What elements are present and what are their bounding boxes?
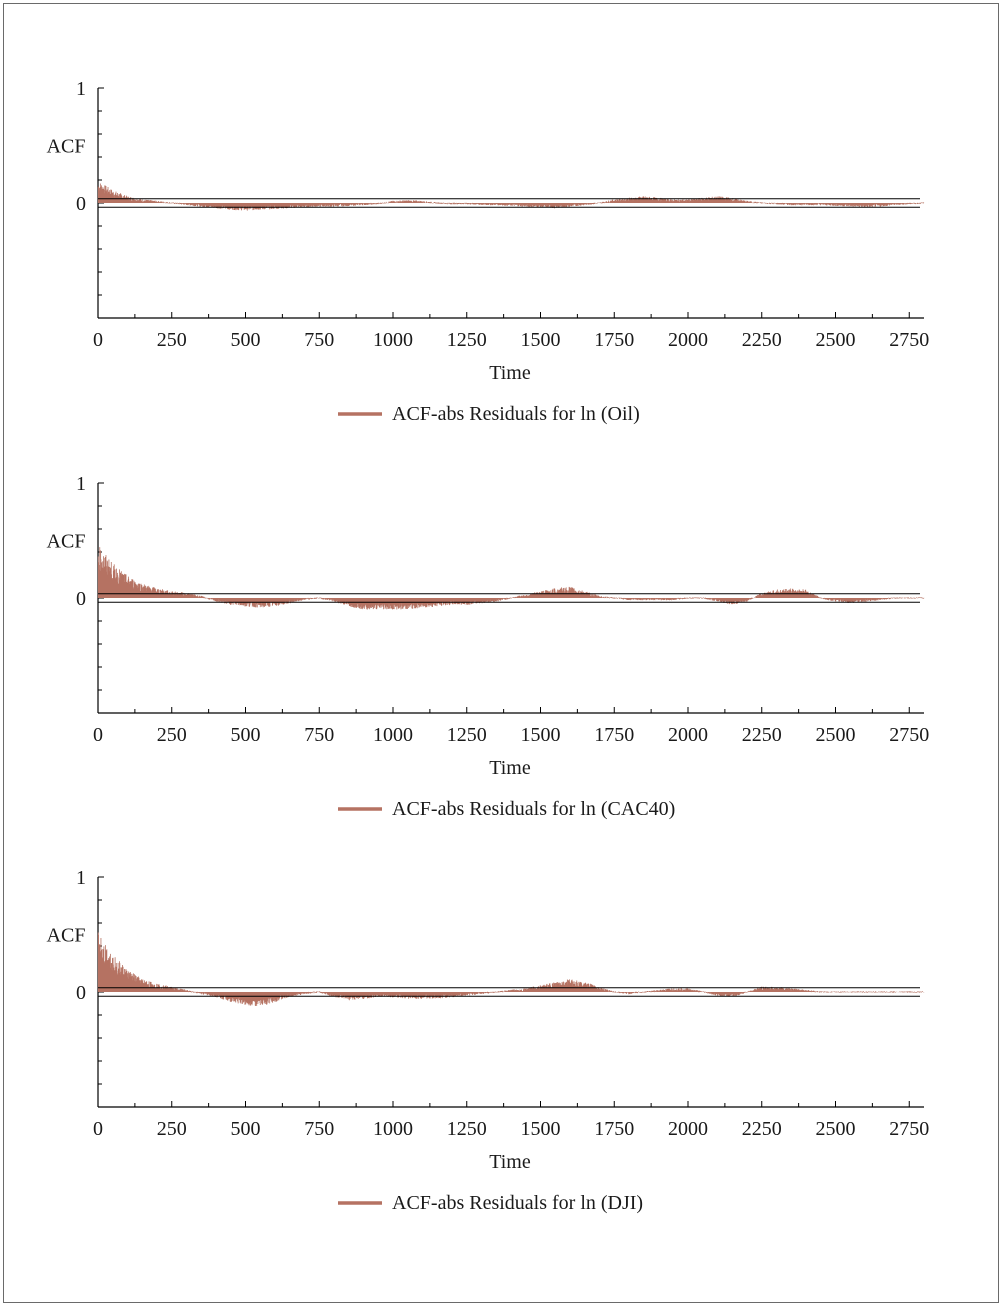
x-tick-label: 500 bbox=[231, 329, 261, 351]
x-tick-label: 750 bbox=[304, 724, 334, 746]
legend-label: ACF-abs Residuals for ln (DJI) bbox=[392, 1192, 643, 1214]
chart-panel-2: 1 0 ACF 0 250 500 750 1000 1250 1500 1750 2000 2250 2… bbox=[47, 473, 930, 820]
x-tick-label: 0 bbox=[93, 329, 103, 351]
x-tick-label: 1250 bbox=[447, 1118, 487, 1140]
x-tick-label: 1500 bbox=[521, 329, 561, 351]
x-tick-label: 0 bbox=[93, 1118, 103, 1140]
x-tick-label: 500 bbox=[231, 1118, 261, 1140]
x-tick-label: 2750 bbox=[889, 724, 929, 746]
x-tick-label: 2250 bbox=[742, 329, 782, 351]
x-tick-label: 2750 bbox=[889, 329, 929, 351]
x-tick-label: 2500 bbox=[816, 329, 856, 351]
x-tick-label: 2000 bbox=[668, 1118, 708, 1140]
legend-label: ACF-abs Residuals for ln (CAC40) bbox=[392, 798, 675, 820]
y-axis-label: ACF bbox=[47, 531, 86, 553]
y-tick-label: 1 bbox=[76, 473, 86, 495]
x-tick-label: 1500 bbox=[521, 724, 561, 746]
y-tick-label: 0 bbox=[76, 982, 86, 1004]
x-tick-label: 2000 bbox=[668, 329, 708, 351]
y-tick-label: 1 bbox=[76, 867, 86, 889]
chart-panel-3: 1 0 ACF 0 250 500 750 1000 1250 1500 1750 2000 2250 2… bbox=[47, 867, 930, 1214]
x-tick-label: 250 bbox=[157, 724, 187, 746]
x-tick-label: 1000 bbox=[373, 724, 413, 746]
legend-label: ACF-abs Residuals for ln (Oil) bbox=[392, 403, 640, 425]
x-tick-label: 1750 bbox=[594, 329, 634, 351]
x-tick-label: 2500 bbox=[816, 724, 856, 746]
x-tick-label: 1250 bbox=[447, 724, 487, 746]
x-axis-label: Time bbox=[489, 362, 531, 384]
chart-panel-1: 1 0 ACF 0 250 500 750 1000 1250 1500 1750 2000 2250 2… bbox=[47, 78, 930, 425]
x-tick-label: 1500 bbox=[521, 1118, 561, 1140]
x-axis-label: Time bbox=[489, 1151, 531, 1173]
y-tick-label: 1 bbox=[76, 78, 86, 100]
x-axis-label: Time bbox=[489, 757, 531, 779]
acf-series bbox=[97, 183, 925, 211]
x-tick-label: 1750 bbox=[594, 724, 634, 746]
x-tick-label: 2750 bbox=[889, 1118, 929, 1140]
x-tick-label: 250 bbox=[157, 1118, 187, 1140]
x-tick-label: 750 bbox=[304, 1118, 334, 1140]
x-tick-label: 750 bbox=[304, 329, 334, 351]
x-tick-label: 2250 bbox=[742, 1118, 782, 1140]
y-tick-label: 0 bbox=[76, 193, 86, 215]
x-tick-label: 250 bbox=[157, 329, 187, 351]
x-tick-label: 1250 bbox=[447, 329, 487, 351]
x-tick-label: 1000 bbox=[373, 329, 413, 351]
x-tick-label: 2500 bbox=[816, 1118, 856, 1140]
acf-series bbox=[97, 547, 925, 610]
x-tick-label: 1000 bbox=[373, 1118, 413, 1140]
y-axis-label: ACF bbox=[47, 136, 86, 158]
y-axis-label: ACF bbox=[47, 925, 86, 947]
y-tick-label: 0 bbox=[76, 588, 86, 610]
acf-series bbox=[97, 932, 925, 1007]
x-tick-label: 2000 bbox=[668, 724, 708, 746]
x-tick-label: 2250 bbox=[742, 724, 782, 746]
x-tick-label: 500 bbox=[231, 724, 261, 746]
x-tick-label: 1750 bbox=[594, 1118, 634, 1140]
x-tick-label: 0 bbox=[93, 724, 103, 746]
